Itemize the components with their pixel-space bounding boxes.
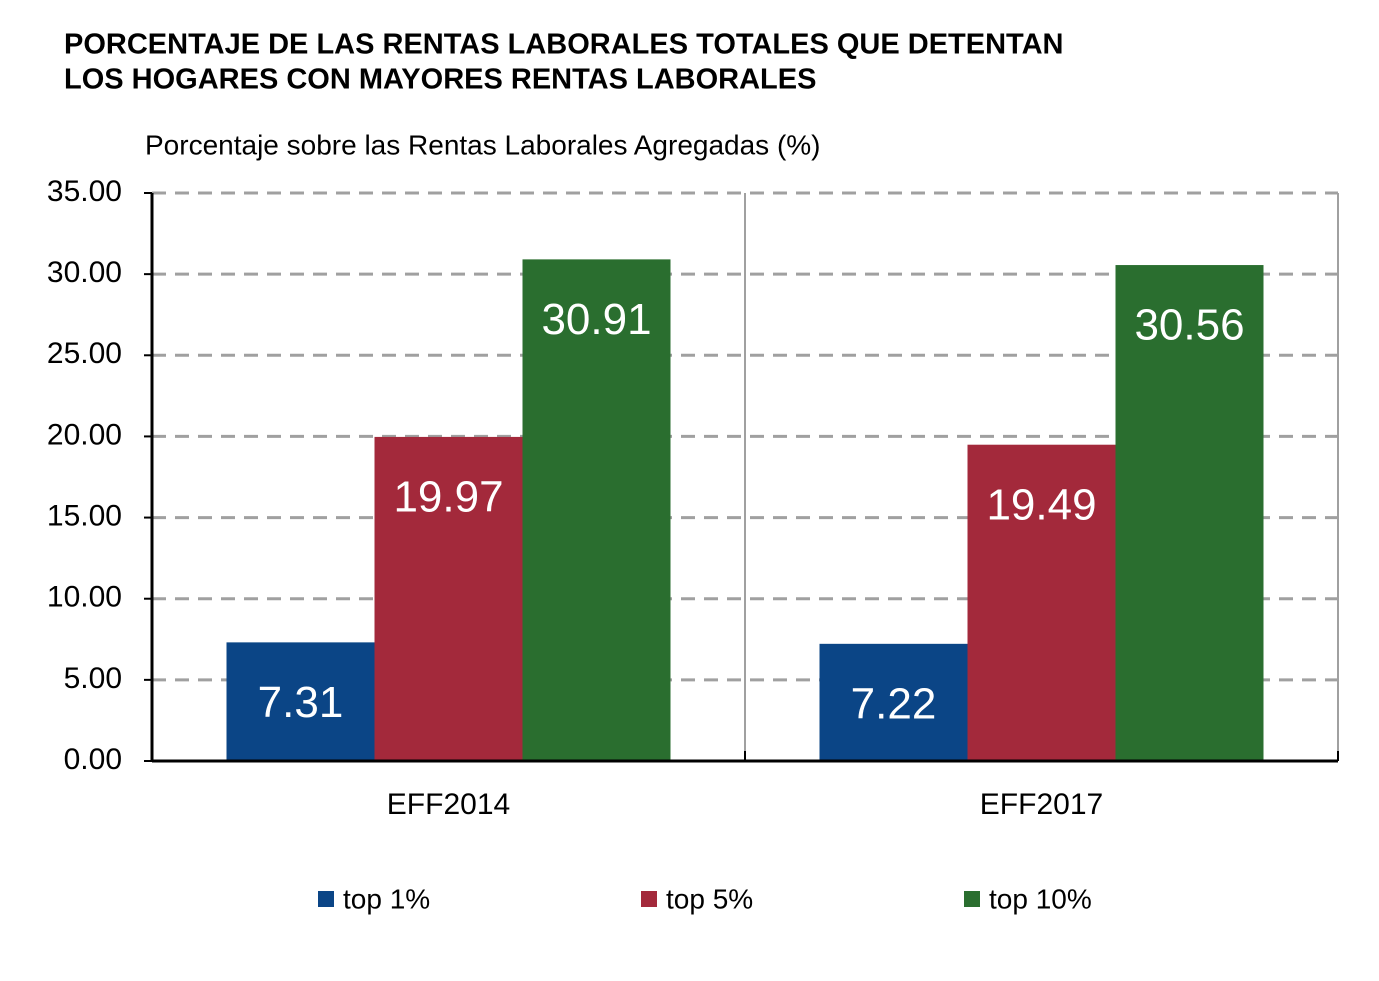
x-tick-label: EFF2014 bbox=[387, 788, 510, 821]
y-tick-label: 20.00 bbox=[47, 418, 122, 451]
bar bbox=[1115, 265, 1264, 761]
y-tick-label: 35.00 bbox=[47, 175, 122, 208]
y-tick-label: 0.00 bbox=[64, 743, 122, 776]
bar bbox=[226, 642, 375, 761]
y-axis-label: Porcentaje sobre las Rentas Laborales Ag… bbox=[145, 129, 821, 160]
value-label: 19.97 bbox=[393, 473, 503, 522]
value-label: 30.91 bbox=[541, 295, 651, 344]
chart-title: PORCENTAJE DE LAS RENTAS LABORALES TOTAL… bbox=[64, 29, 1063, 61]
legend-swatch bbox=[964, 891, 980, 907]
legend-swatch bbox=[641, 891, 657, 907]
x-tick-label: EFF2017 bbox=[980, 788, 1103, 821]
y-tick-label: 15.00 bbox=[47, 499, 122, 532]
legend-swatch bbox=[318, 891, 334, 907]
y-tick-label: 5.00 bbox=[64, 662, 122, 695]
value-label: 7.22 bbox=[851, 679, 937, 728]
value-label: 30.56 bbox=[1134, 301, 1244, 350]
bar bbox=[967, 444, 1116, 761]
legend-label: top 1% bbox=[343, 883, 430, 914]
legend-label: top 10% bbox=[989, 883, 1092, 914]
bar bbox=[819, 643, 968, 761]
y-tick-label: 10.00 bbox=[47, 581, 122, 614]
bar bbox=[374, 436, 523, 761]
bar bbox=[522, 259, 671, 761]
y-tick-label: 30.00 bbox=[47, 256, 122, 289]
chart-title: LOS HOGARES CON MAYORES RENTAS LABORALES bbox=[64, 64, 816, 96]
y-tick-label: 25.00 bbox=[47, 337, 122, 370]
value-label: 7.31 bbox=[258, 678, 344, 727]
value-label: 19.49 bbox=[986, 480, 1096, 529]
legend-label: top 5% bbox=[666, 883, 753, 914]
